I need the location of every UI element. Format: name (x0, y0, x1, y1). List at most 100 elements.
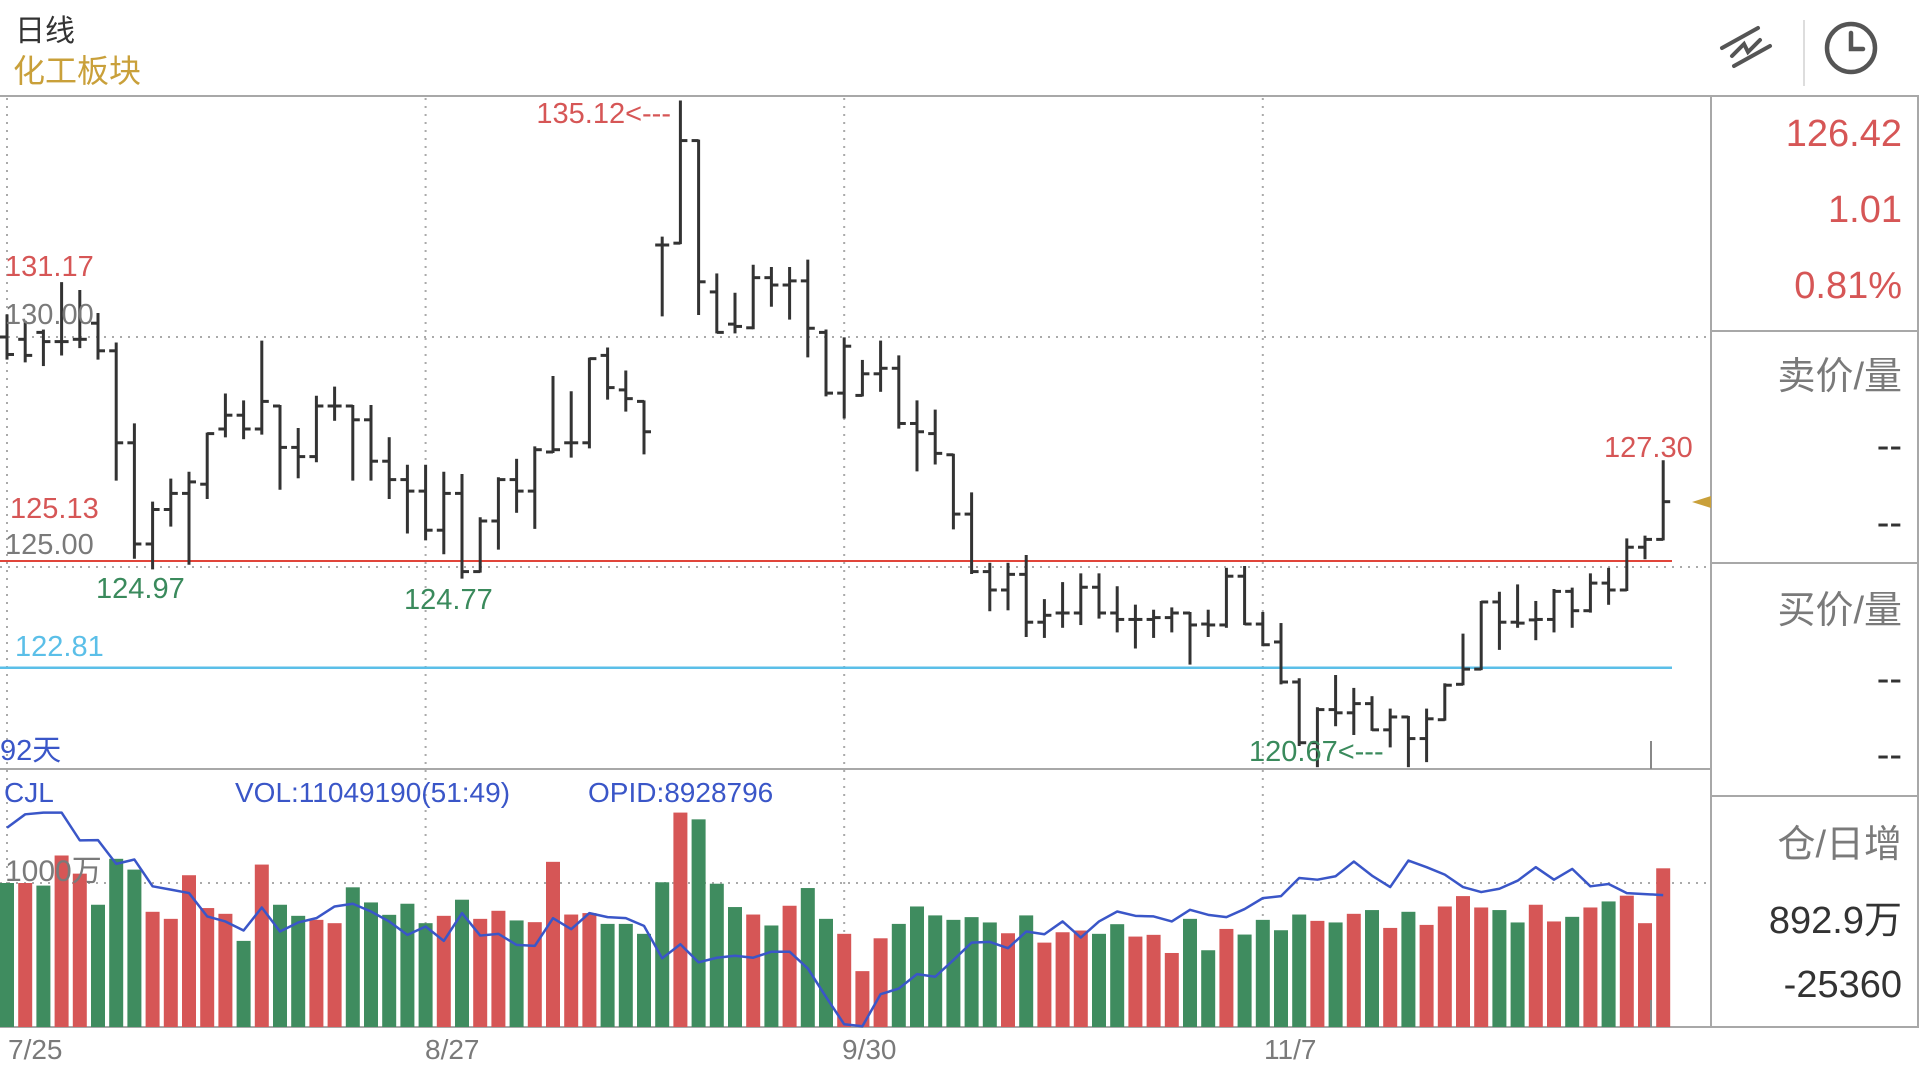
volume-bar (1128, 936, 1143, 1027)
volume-bar (364, 902, 378, 1027)
volume-bar (1346, 913, 1361, 1027)
grid-label-130: 130.00 (5, 299, 94, 331)
date-tick: 8/27 (425, 1034, 480, 1065)
volume-bar (1474, 907, 1489, 1027)
volume-bar (582, 913, 597, 1027)
bid-price: -- (1876, 658, 1902, 700)
ohlc-bar (618, 370, 633, 412)
volume-bar (873, 938, 888, 1027)
volume-bar (819, 918, 833, 1027)
volume-bar (1274, 930, 1288, 1027)
ohlc-bar (491, 477, 506, 550)
ohlc-bar (527, 446, 542, 529)
volume-bar (746, 914, 761, 1027)
ohlc-bar (910, 400, 924, 472)
volume-bar (309, 919, 324, 1027)
ohlc-bar (1492, 591, 1507, 650)
ohlc-bar (182, 471, 196, 565)
volume-bar (673, 812, 688, 1027)
volume-bar (1601, 901, 1616, 1027)
ohlc-bar (400, 464, 415, 534)
volume-bar (1619, 895, 1634, 1027)
volume-bar (764, 925, 779, 1027)
ohlc-bar (800, 259, 815, 358)
volume-bar (1037, 942, 1052, 1027)
price-change: 1.01 (1828, 189, 1902, 231)
ohlc-bar (1055, 582, 1070, 628)
volume-bar (72, 873, 87, 1027)
volume-bar (1456, 896, 1470, 1027)
volume-bar (1401, 911, 1416, 1027)
volume-bar (1492, 910, 1507, 1027)
ohlc-bar (1001, 562, 1015, 611)
bid-volume: -- (1876, 734, 1902, 776)
volume-bar (564, 914, 579, 1027)
volume-bar (109, 858, 124, 1027)
volume-bar (837, 933, 852, 1027)
volume-indicator-name[interactable]: CJL (4, 777, 54, 808)
volume-bar (1656, 868, 1671, 1027)
ohlc-bar (1183, 611, 1197, 665)
volume-bar (1638, 923, 1652, 1027)
volume-bar (1237, 934, 1252, 1027)
ohlc-bar (273, 404, 287, 490)
instrument-name[interactable]: 化工板块 (13, 53, 142, 89)
volume-bar (891, 923, 906, 1027)
ohlc-bar (418, 464, 433, 541)
ohlc-bar (782, 267, 797, 320)
ohlc-bar (655, 236, 670, 317)
volume-bar (1547, 921, 1561, 1027)
volume-bar (36, 885, 51, 1027)
last-price-arrow-icon (1692, 496, 1711, 508)
volume-bar (1183, 918, 1197, 1027)
volume-bar (910, 906, 924, 1027)
ohlc-bar (309, 395, 324, 463)
period-low-label: 120.67<--- (1249, 736, 1384, 768)
volume-bar (655, 882, 670, 1027)
ohlc-bar (1565, 587, 1580, 628)
ask-price: -- (1876, 425, 1902, 467)
swing-low-label: 124.97 (96, 573, 185, 605)
open-interest: 892.9万 (1768, 900, 1902, 942)
volume-bar (1092, 933, 1106, 1027)
ohlc-bar (509, 458, 524, 513)
ohlc-bar (564, 391, 579, 458)
price-change-percent: 0.81% (1794, 265, 1902, 307)
ohlc-bar (1456, 633, 1470, 686)
ohlc-bar (964, 492, 979, 574)
ohlc-bar (873, 340, 888, 392)
ask-label: 卖价/量 (1777, 356, 1902, 398)
ohlc-bar (709, 273, 724, 334)
ohlc-bar (200, 432, 215, 499)
volume-bar (1528, 904, 1543, 1027)
ohlc-bar (891, 355, 906, 429)
ohlc-bar (982, 562, 997, 612)
volume-bar (709, 883, 724, 1027)
volume-bar (473, 918, 488, 1027)
ohlc-bar (1401, 715, 1416, 768)
period-label[interactable]: 日线 (15, 15, 75, 48)
volume-bar (382, 914, 397, 1027)
ohlc-bar (18, 320, 33, 363)
ask-volume: -- (1876, 502, 1902, 544)
volume-bar (527, 922, 542, 1027)
volume-bar (455, 899, 469, 1027)
period-high-label: 135.12<--- (536, 98, 671, 130)
ohlc-bar (746, 264, 761, 330)
volume-bar (782, 905, 797, 1027)
volume-bar (1164, 952, 1179, 1027)
left-high-label: 131.17 (5, 251, 94, 283)
ohlc-bar (0, 314, 14, 360)
volume-bar (54, 855, 69, 1027)
ohlc-bar (127, 423, 142, 559)
ohlc-bar (1310, 707, 1325, 768)
ohlc-bar (1037, 599, 1052, 638)
ohlc-bar (928, 409, 943, 465)
volume-bar (618, 923, 633, 1027)
trend-line-icon[interactable] (1718, 22, 1774, 72)
clock-icon[interactable] (1823, 20, 1879, 76)
swing-low-label: 124.77 (404, 584, 493, 616)
volume-bar (436, 915, 451, 1027)
volume-bar (800, 888, 815, 1027)
ohlc-bar (1073, 573, 1088, 626)
